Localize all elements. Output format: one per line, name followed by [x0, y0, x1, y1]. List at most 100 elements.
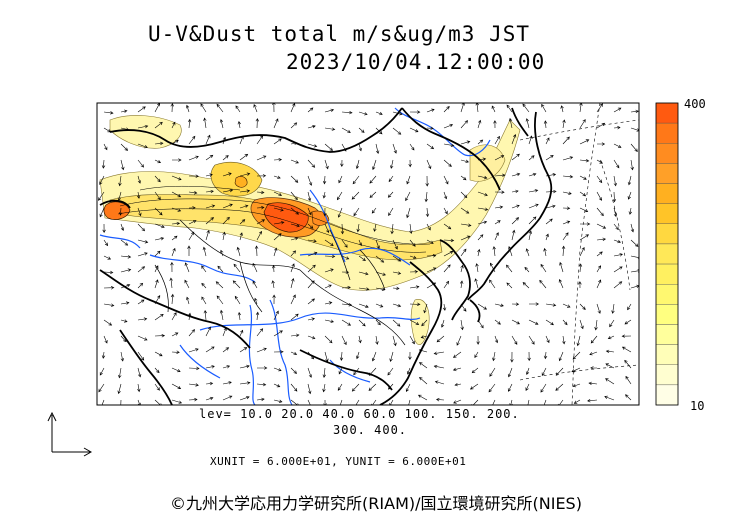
china-east-coast [379, 261, 443, 405]
wind-arrow [507, 383, 513, 392]
wind-arrow [120, 109, 128, 113]
wind-arrow [460, 175, 467, 181]
wind-arrow [426, 223, 431, 231]
wind-arrow [307, 317, 316, 321]
wind-arrow [460, 140, 471, 145]
wind-arrow [307, 125, 316, 129]
wind-arrow [201, 296, 207, 305]
wind-arrow [324, 284, 332, 289]
wind-arrow [596, 207, 604, 217]
wind-arrow [137, 239, 149, 244]
wind-arrow [368, 367, 377, 376]
wind-arrow [137, 282, 144, 289]
wind-arrow [188, 348, 199, 353]
wind-arrow [203, 309, 208, 321]
colorbar-swatch [655, 223, 679, 245]
wind-arrow [506, 282, 513, 289]
wind-arrow [426, 282, 437, 289]
wind-arrow [443, 264, 451, 273]
wind-arrow [235, 105, 241, 113]
wind-arrow [375, 255, 385, 263]
wind-arrow [489, 279, 496, 289]
wind-arrow [120, 301, 130, 305]
wind-arrow [511, 229, 516, 241]
wind-arrow [590, 366, 598, 370]
wind-arrow [256, 135, 264, 145]
colorbar-swatch [655, 304, 679, 325]
wind-arrow [494, 319, 501, 325]
wind-arrow [256, 174, 267, 178]
wind-arrow [511, 319, 521, 325]
wind-arrow [630, 143, 638, 152]
wind-arrow [387, 367, 394, 376]
wind-arrow [256, 328, 264, 337]
colorbar-swatch [655, 102, 679, 124]
wind-arrow [239, 232, 243, 241]
wind-arrow [103, 270, 114, 275]
wind-arrow [137, 299, 145, 305]
wind-arrow [120, 239, 129, 246]
wind-arrow [388, 175, 394, 183]
wind-arrow [372, 159, 377, 171]
wind-arrow [562, 206, 571, 210]
border-india [119, 329, 173, 405]
wind-arrow [494, 173, 506, 177]
wind-arrow [443, 106, 450, 113]
wind-arrow [460, 207, 470, 214]
wind-arrow [460, 223, 472, 227]
wind-arrow [322, 367, 326, 378]
wind-arrow [579, 207, 589, 213]
wind-arrow [256, 205, 265, 210]
colorbar-min-label: 10 [690, 399, 705, 413]
wind-arrow [120, 335, 127, 343]
wind-arrow [369, 191, 377, 198]
wind-arrow [573, 399, 581, 404]
wind-arrow [102, 223, 106, 234]
wind-arrow [137, 106, 146, 113]
wind-arrow [375, 239, 380, 250]
wind-arrow [171, 121, 176, 129]
wind-arrow [624, 319, 632, 325]
wind-arrow [98, 191, 105, 201]
japan-kyushu [469, 299, 481, 323]
wind-arrow [170, 103, 174, 113]
wind-arrow [118, 207, 123, 216]
wind-arrow [252, 280, 258, 289]
wind-arrow [440, 319, 445, 328]
wind-arrow [239, 153, 249, 161]
colorbar-swatch [655, 384, 679, 406]
wind-arrow [237, 311, 242, 321]
dust-region-peak [263, 202, 309, 233]
wind-arrow [596, 223, 607, 229]
wind-arrow [477, 234, 484, 241]
wind-arrow [103, 255, 112, 260]
wind-arrow [324, 239, 334, 246]
wind-arrow [524, 266, 530, 273]
wind-arrow [511, 153, 520, 161]
wind-arrow [443, 123, 454, 129]
wind-arrow [103, 143, 108, 151]
wind-arrow [494, 135, 500, 145]
wind-arrow [409, 110, 421, 114]
colorbar-swatch [655, 122, 679, 144]
wind-arrow [353, 367, 360, 376]
wind-arrow [290, 207, 299, 215]
wind-arrow [613, 239, 621, 244]
wind-arrow [477, 207, 489, 211]
wind-arrow [137, 383, 141, 393]
wind-arrow [511, 335, 518, 345]
wind-arrow [324, 159, 329, 170]
wind-arrow [253, 104, 258, 113]
wind-arrow [476, 335, 480, 345]
wind-arrow [459, 280, 464, 289]
wind-arrow [545, 303, 557, 307]
wind-arrow [340, 223, 345, 235]
wind-arrow [273, 330, 283, 337]
wind-arrow [494, 205, 504, 209]
wind-arrow [590, 335, 598, 344]
river-yellow-loop [309, 189, 346, 263]
wind-arrow [154, 175, 161, 183]
wind-arrow [117, 191, 122, 201]
wind-arrow [443, 280, 450, 289]
wind-arrow [562, 156, 574, 161]
